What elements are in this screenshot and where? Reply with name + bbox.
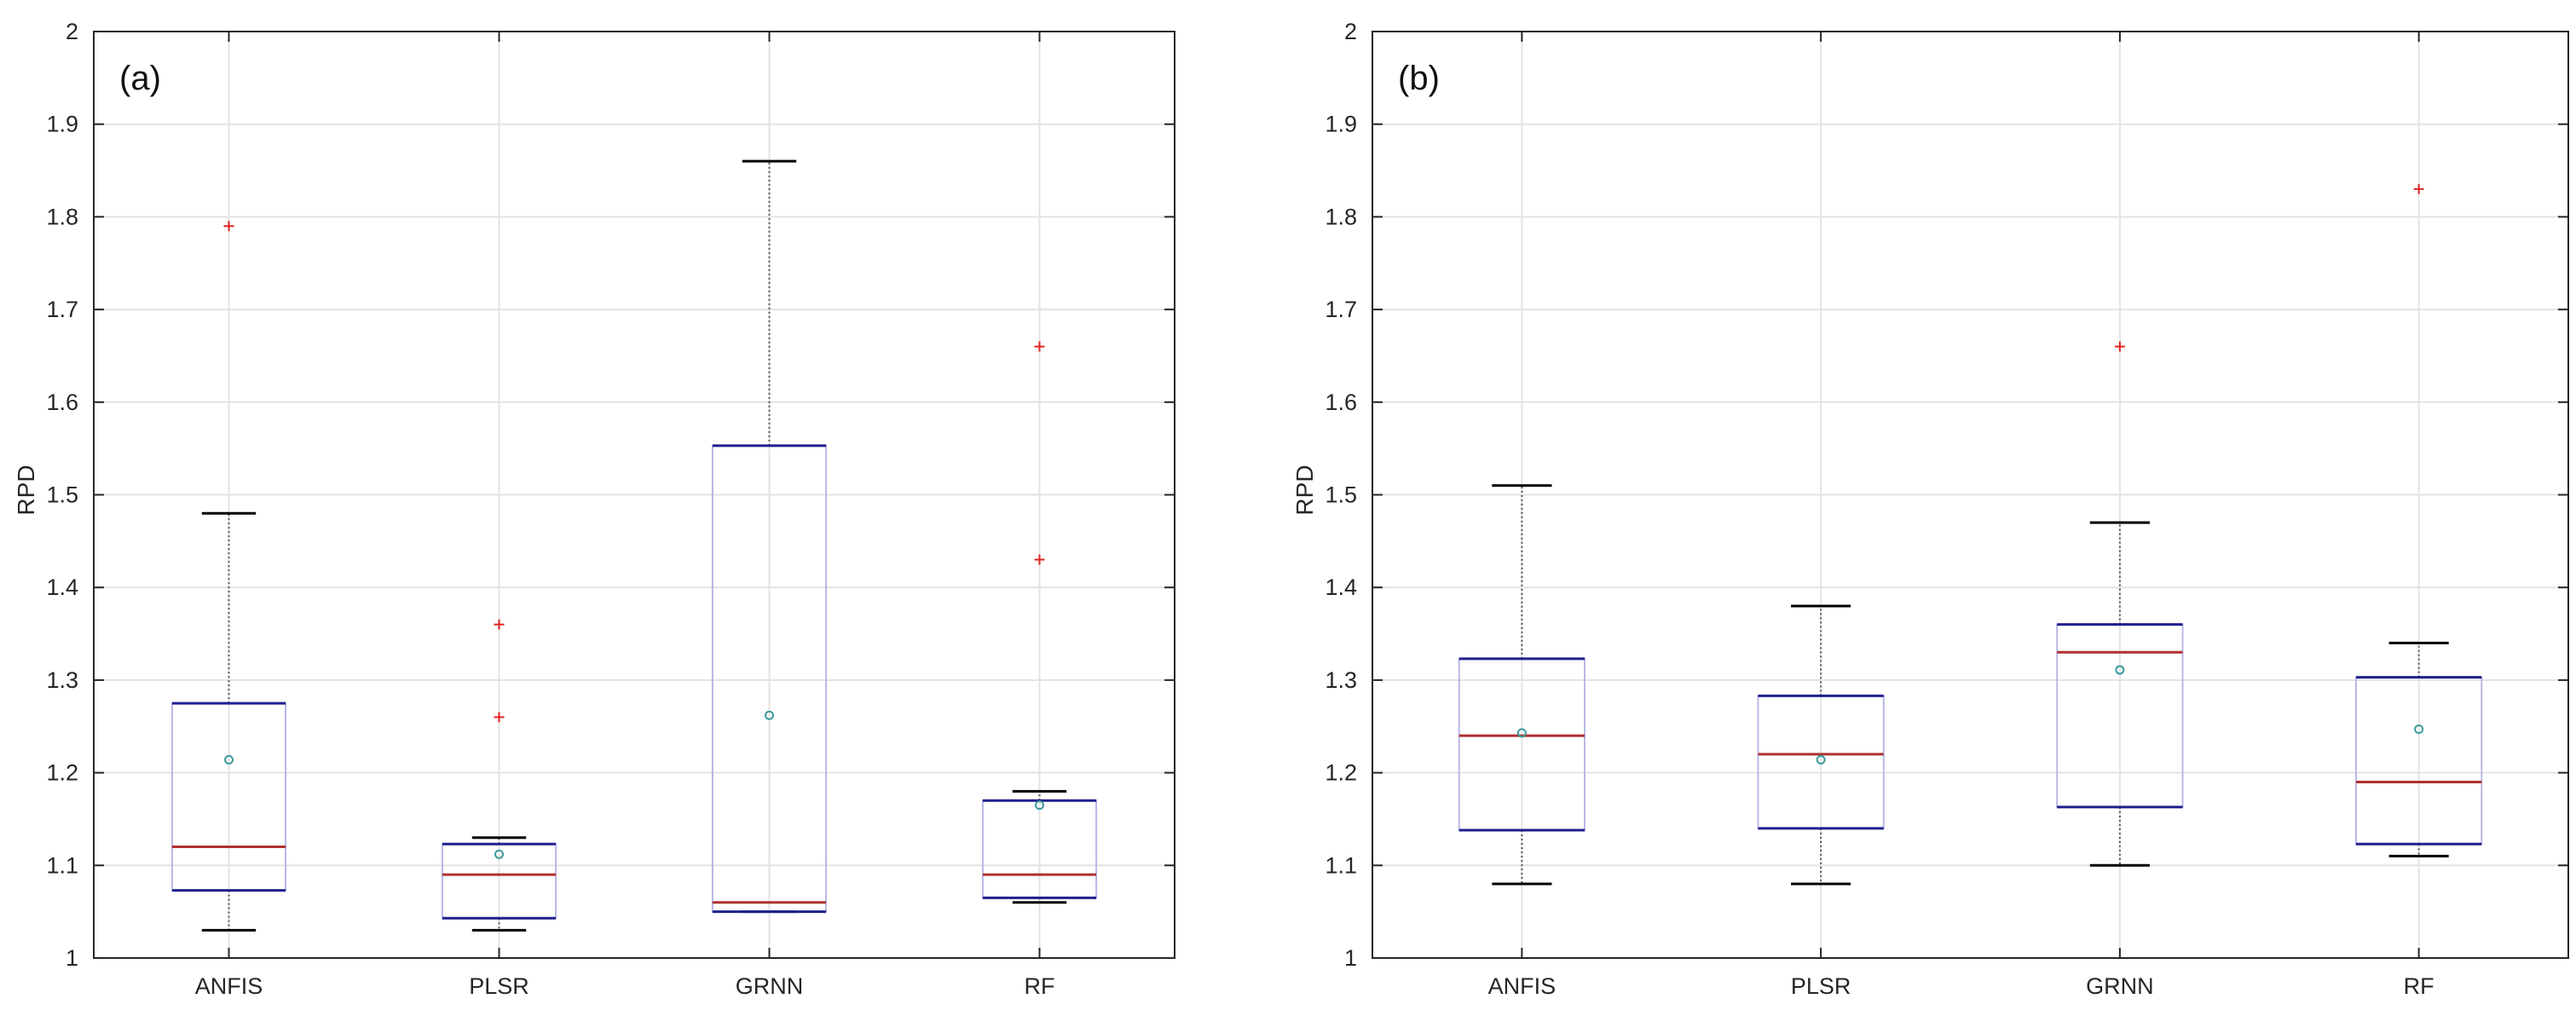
mean-marker-plsr-a — [494, 849, 504, 859]
x-tick-label-rf-b: RF — [2404, 973, 2434, 999]
outlier-rf-a — [1034, 554, 1045, 565]
panel-label-b: (b) — [1398, 60, 1440, 97]
x-tick-label-anfis-a: ANFIS — [195, 973, 263, 999]
y-tick-label-b: 1.3 — [1325, 667, 1357, 693]
y-tick-label-a: 1.8 — [46, 204, 78, 229]
axes-frame-a — [93, 31, 1175, 959]
axes-frame-b — [1372, 31, 2569, 959]
outlier-plsr-a — [494, 712, 505, 723]
mean-marker-plsr-b — [1816, 754, 1826, 765]
y-axis-label-b: RPD — [1291, 465, 1318, 515]
panel-label-a: (a) — [119, 60, 161, 97]
y-tick-label-a: 1 — [66, 945, 78, 971]
outlier-rf-a — [1034, 341, 1045, 352]
y-tick-label-b: 1.4 — [1325, 574, 1357, 600]
y-tick-label-a: 2 — [66, 19, 78, 44]
boxplot-panel-a: (a) RPD 1 1.1 1.2 1.3 1.4 1.5 1.6 1.7 1.8 1.9 2 ANF… — [13, 19, 1175, 999]
y-tick-label-a: 1.6 — [46, 390, 78, 415]
x-tick-label-plsr-a: PLSR — [469, 973, 529, 999]
x-tick-label-anfis-b: ANFIS — [1488, 973, 1557, 999]
y-tick-label-b: 1 — [1344, 945, 1357, 971]
y-tick-label-a: 1.3 — [46, 667, 78, 693]
y-tick-label-b: 1.1 — [1325, 852, 1357, 878]
y-tick-label-b: 1.6 — [1325, 390, 1357, 415]
y-tick-label-a: 1.9 — [46, 112, 78, 137]
y-tick-label-b: 2 — [1344, 19, 1357, 44]
y-tick-label-a: 1.1 — [46, 852, 78, 878]
mean-marker-rf-b — [2414, 724, 2424, 735]
mean-marker-grnn-a — [765, 710, 774, 720]
x-tick-label-grnn-a: GRNN — [736, 973, 804, 999]
y-axis-label-a: RPD — [13, 465, 39, 515]
x-tick-label-grnn-b: GRNN — [2086, 973, 2154, 999]
y-tick-label-b: 1.8 — [1325, 204, 1357, 229]
outlier-grnn-b — [2114, 341, 2125, 352]
y-tick-label-a: 1.7 — [46, 297, 78, 322]
x-tick-label-plsr-b: PLSR — [1791, 973, 1851, 999]
mean-marker-anfis-a — [224, 754, 234, 765]
y-tick-label-b: 1.7 — [1325, 297, 1357, 322]
mean-marker-anfis-b — [1516, 728, 1527, 738]
boxplot-panel-b: (b) RPD 1 1.1 1.2 1.3 1.4 1.5 1.6 1.7 1.8 1.9 2 ANF… — [1291, 19, 2569, 999]
y-tick-label-b: 1.9 — [1325, 112, 1357, 137]
y-tick-label-a: 1.4 — [46, 574, 78, 600]
outlier-rf-b — [2413, 183, 2424, 194]
y-tick-label-b: 1.5 — [1325, 482, 1357, 508]
mean-marker-grnn-b — [2115, 665, 2125, 675]
mean-marker-rf-a — [1035, 800, 1044, 811]
x-tick-label-rf-a: RF — [1025, 973, 1055, 999]
outlier-plsr-a — [494, 619, 505, 630]
outlier-anfis-a — [223, 221, 234, 232]
y-tick-label-b: 1.2 — [1325, 760, 1357, 786]
y-tick-label-a: 1.5 — [46, 482, 78, 508]
y-tick-label-a: 1.2 — [46, 760, 78, 786]
